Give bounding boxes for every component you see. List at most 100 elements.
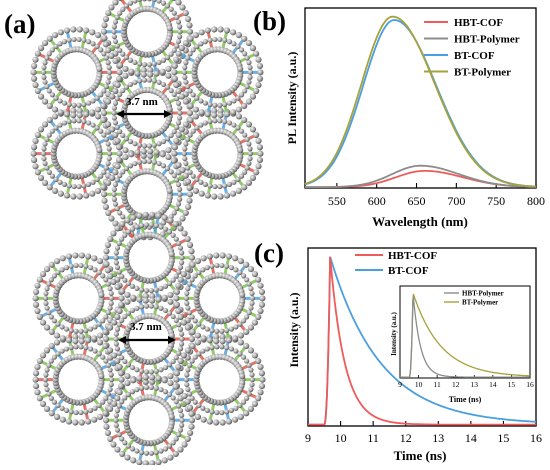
atom-outer [41, 121, 49, 128]
atom-mid [249, 290, 255, 297]
atom-outer [114, 395, 121, 402]
atom-outer [134, 70, 141, 77]
atom-mid [182, 74, 188, 80]
atom-outer [184, 203, 192, 211]
atom-mid [114, 206, 120, 212]
atom-outer [245, 39, 253, 47]
atom-outer [76, 112, 83, 119]
atom-mid [242, 132, 248, 138]
atom-mid [174, 14, 180, 20]
atom-mid [246, 281, 252, 287]
legend-label: BT-COF [454, 50, 495, 62]
atom-inner [166, 106, 173, 113]
atom-mid [66, 37, 72, 43]
atom-mid [153, 304, 159, 310]
atom-outer [114, 357, 121, 365]
atom-outer [149, 378, 156, 385]
atom-outer [184, 15, 192, 23]
atom-mid [61, 181, 68, 187]
atom-mid [51, 399, 57, 405]
x-axis-ticks: 550 600 650 700 750 800 [328, 183, 545, 208]
atom-mid [148, 222, 155, 228]
atom-outer [124, 217, 131, 224]
atom-mid [226, 100, 233, 106]
atom-outer [32, 382, 40, 390]
atom-mid [204, 407, 210, 413]
atom-mid [187, 51, 193, 57]
atom-outer [184, 178, 192, 185]
atom-outer [255, 81, 262, 89]
atom-outer [107, 273, 114, 280]
atom-outer [186, 197, 193, 204]
atom-outer [179, 215, 186, 222]
atom-outer [249, 93, 257, 100]
atom-mid [194, 95, 200, 101]
atom-inner [168, 413, 175, 420]
atom-outer [223, 111, 231, 118]
atom-mid [125, 443, 132, 449]
atom-mid [217, 102, 223, 108]
atom-mid [177, 110, 183, 116]
atom-outer [188, 248, 195, 255]
atom-mid [111, 34, 117, 40]
atom-mid [177, 264, 184, 271]
atom-mid [111, 29, 117, 35]
atom-mid [43, 300, 49, 306]
atom-mid [114, 177, 120, 183]
atom-outer [108, 4, 115, 11]
atom-mid [156, 79, 162, 85]
atom-outer [83, 111, 90, 118]
atom-mid [187, 88, 193, 94]
atom-outer [76, 107, 83, 114]
atom-mid [55, 269, 61, 276]
atom-mid [117, 128, 123, 135]
atom-mid [177, 245, 184, 251]
atom-mid [192, 318, 198, 324]
atom-outer [251, 400, 259, 407]
atom-mid [44, 55, 50, 61]
atom-mid [249, 372, 255, 378]
atom-mid [120, 6, 126, 12]
atom-outer [206, 253, 213, 260]
atom-outer [76, 26, 83, 33]
atom-mid [177, 186, 183, 192]
atom-outer [63, 111, 71, 118]
atom-mid [244, 55, 250, 61]
atom-mid [123, 84, 130, 90]
atom-mid [106, 151, 113, 157]
atom-mid [181, 151, 188, 157]
atom-mid [88, 346, 94, 352]
atom-mid [153, 222, 159, 229]
atom-mid [108, 372, 114, 378]
atom-outer [116, 363, 123, 371]
atom-mid [228, 346, 235, 352]
atom-mid [160, 57, 167, 63]
atom-mid [139, 368, 145, 374]
atom-mid [78, 262, 84, 269]
inset-x-axis-label: Time (ns) [449, 395, 482, 404]
atom-mid [164, 54, 171, 61]
atom-outer [142, 211, 149, 218]
atom-mid [46, 169, 52, 175]
atom-outer [257, 150, 264, 157]
atom-outer [223, 192, 231, 199]
atom-outer [118, 295, 125, 302]
atom-mid [108, 381, 114, 388]
atom-outer [118, 376, 125, 383]
atom-outer [70, 107, 77, 114]
atom-outer [230, 29, 237, 36]
atom-mid [160, 138, 167, 145]
atom-outer [181, 230, 188, 237]
atom-mid [170, 277, 176, 283]
atom-mid [153, 368, 159, 374]
atom-outer [70, 193, 77, 200]
atom-mid [226, 120, 233, 126]
atom-mid [183, 141, 189, 147]
atom-outer [70, 112, 77, 119]
atom-outer [186, 184, 193, 192]
atom-mid [101, 132, 107, 138]
pore-ring [32, 333, 125, 426]
atom-mid [242, 169, 248, 175]
atom-mid [158, 285, 164, 292]
atom-mid [246, 362, 252, 368]
